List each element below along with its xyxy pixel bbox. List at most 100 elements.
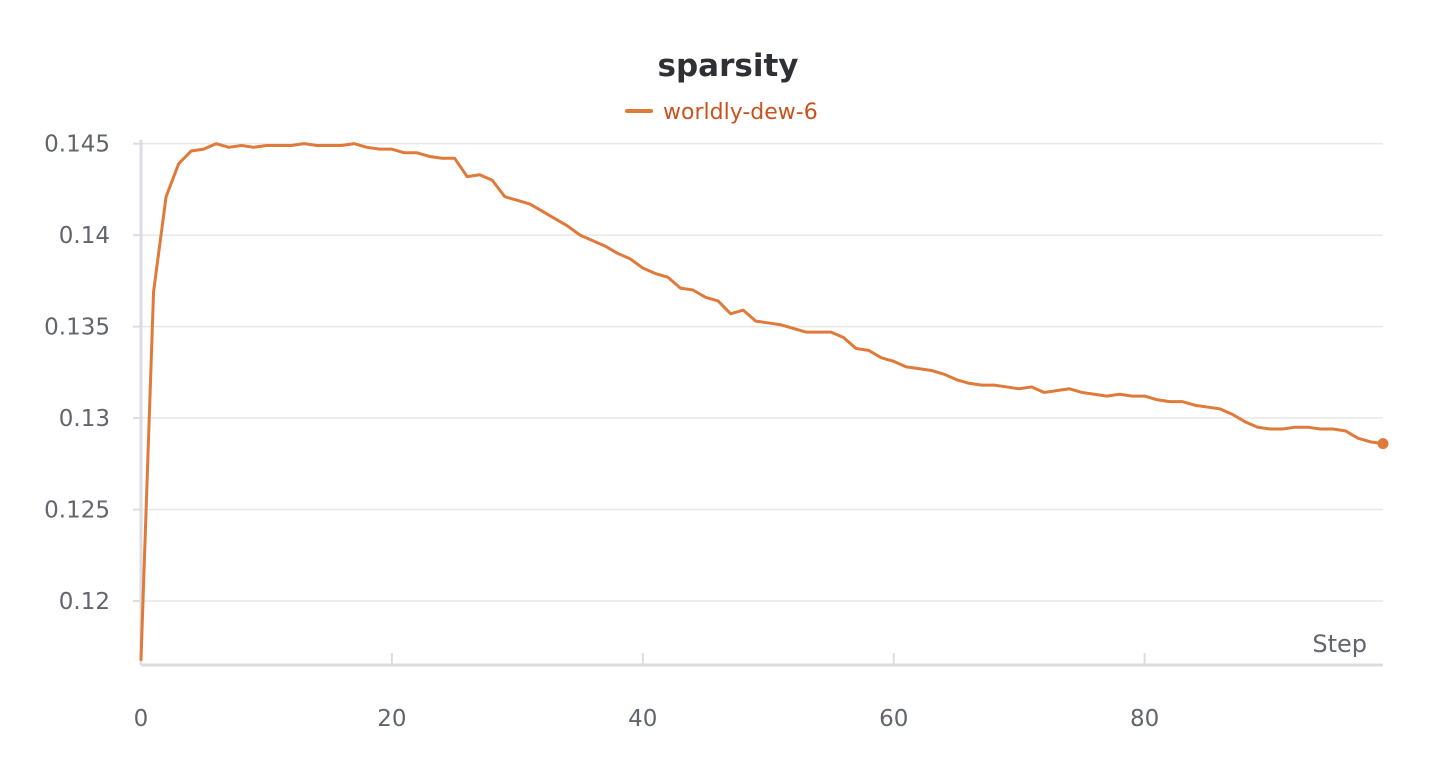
data-point[interactable] xyxy=(953,377,959,383)
data-point[interactable] xyxy=(765,320,771,326)
data-point[interactable] xyxy=(1305,424,1311,430)
data-point[interactable] xyxy=(1104,393,1110,399)
data-point[interactable] xyxy=(841,335,847,341)
data-point[interactable] xyxy=(1016,386,1022,392)
data-point[interactable] xyxy=(1355,435,1361,441)
data-point[interactable] xyxy=(916,366,922,372)
data-point[interactable] xyxy=(301,141,307,147)
data-point[interactable] xyxy=(1129,393,1135,399)
data-point[interactable] xyxy=(1066,386,1072,392)
data-point[interactable] xyxy=(1091,391,1097,397)
data-point[interactable] xyxy=(351,141,357,147)
data-point[interactable] xyxy=(991,382,997,388)
data-point[interactable] xyxy=(201,146,207,152)
data-point[interactable] xyxy=(389,146,395,152)
data-point[interactable] xyxy=(138,657,144,663)
data-point[interactable] xyxy=(753,318,759,324)
data-point[interactable] xyxy=(376,146,382,152)
data-point[interactable] xyxy=(464,174,470,180)
data-point[interactable] xyxy=(790,325,796,331)
series-endpoint-marker[interactable] xyxy=(1377,438,1389,450)
data-point[interactable] xyxy=(853,346,859,352)
data-point[interactable] xyxy=(941,371,947,377)
data-point[interactable] xyxy=(176,161,182,167)
data-point[interactable] xyxy=(339,142,345,148)
data-point[interactable] xyxy=(1117,391,1123,397)
data-point[interactable] xyxy=(489,177,495,183)
data-point[interactable] xyxy=(627,256,633,262)
data-point[interactable] xyxy=(427,153,433,159)
data-point[interactable] xyxy=(238,142,244,148)
data-point[interactable] xyxy=(452,155,458,161)
data-point[interactable] xyxy=(226,144,232,150)
data-point[interactable] xyxy=(1204,404,1210,410)
series-line-worldly-dew-6[interactable] xyxy=(139,142,1385,662)
data-point[interactable] xyxy=(289,142,295,148)
data-point[interactable] xyxy=(552,216,558,222)
data-point[interactable] xyxy=(1004,384,1010,390)
data-point[interactable] xyxy=(314,142,320,148)
data-point[interactable] xyxy=(1154,397,1160,403)
data-point[interactable] xyxy=(966,380,972,386)
data-point[interactable] xyxy=(615,250,621,256)
data-point[interactable] xyxy=(1167,399,1173,405)
data-point[interactable] xyxy=(401,150,407,156)
data-point[interactable] xyxy=(979,382,985,388)
data-point[interactable] xyxy=(188,148,194,154)
data-point[interactable] xyxy=(163,194,169,200)
data-point[interactable] xyxy=(477,172,483,178)
data-point[interactable] xyxy=(1179,399,1185,405)
data-point[interactable] xyxy=(514,197,520,203)
data-point[interactable] xyxy=(1267,426,1273,432)
data-point[interactable] xyxy=(1317,426,1323,432)
data-point[interactable] xyxy=(1342,428,1348,434)
data-point[interactable] xyxy=(502,194,508,200)
data-point[interactable] xyxy=(665,274,671,280)
data-point[interactable] xyxy=(414,150,420,156)
data-point[interactable] xyxy=(1029,384,1035,390)
data-point[interactable] xyxy=(891,358,897,364)
data-point[interactable] xyxy=(527,201,533,207)
data-point[interactable] xyxy=(878,355,884,361)
data-point[interactable] xyxy=(1292,424,1298,430)
data-point[interactable] xyxy=(828,329,834,335)
data-point[interactable] xyxy=(1280,426,1286,432)
data-point[interactable] xyxy=(1142,393,1148,399)
data-point[interactable] xyxy=(326,142,332,148)
data-point[interactable] xyxy=(263,142,269,148)
data-point[interactable] xyxy=(539,208,545,214)
data-point[interactable] xyxy=(815,329,821,335)
data-point[interactable] xyxy=(1041,389,1047,395)
data-point[interactable] xyxy=(1192,402,1198,408)
data-point[interactable] xyxy=(602,243,608,249)
data-point[interactable] xyxy=(903,364,909,370)
data-point[interactable] xyxy=(1229,411,1235,417)
data-point[interactable] xyxy=(565,223,571,229)
legend-label-worldly-dew-6[interactable]: worldly-dew-6 xyxy=(663,100,818,125)
data-point[interactable] xyxy=(439,155,445,161)
data-point[interactable] xyxy=(151,289,157,295)
data-point[interactable] xyxy=(677,285,683,291)
data-point[interactable] xyxy=(715,298,721,304)
data-point[interactable] xyxy=(690,287,696,293)
data-point[interactable] xyxy=(652,271,658,277)
data-point[interactable] xyxy=(866,347,872,353)
data-point[interactable] xyxy=(703,294,709,300)
data-point[interactable] xyxy=(803,329,809,335)
data-point[interactable] xyxy=(276,142,282,148)
data-point[interactable] xyxy=(728,311,734,317)
data-point[interactable] xyxy=(577,232,583,238)
data-point[interactable] xyxy=(1079,389,1085,395)
data-point[interactable] xyxy=(213,141,219,147)
legend[interactable]: worldly-dew-6 xyxy=(625,100,818,125)
data-point[interactable] xyxy=(1330,426,1336,432)
data-point[interactable] xyxy=(640,265,646,271)
data-point[interactable] xyxy=(778,322,784,328)
data-point[interactable] xyxy=(1217,406,1223,412)
data-point[interactable] xyxy=(1367,439,1373,445)
data-point[interactable] xyxy=(1255,424,1261,430)
data-point[interactable] xyxy=(928,367,934,373)
data-point[interactable] xyxy=(364,144,370,150)
data-point[interactable] xyxy=(1242,419,1248,425)
data-point[interactable] xyxy=(251,144,257,150)
